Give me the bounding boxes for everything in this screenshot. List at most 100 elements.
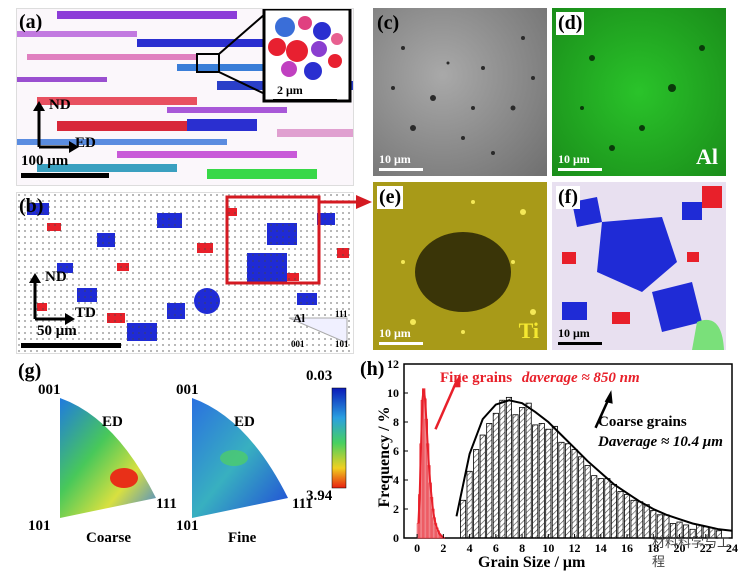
coarse-bar xyxy=(545,428,552,539)
ipf-right-111: 111 xyxy=(292,496,313,512)
sem-image xyxy=(391,36,535,155)
panel-a-scalebar xyxy=(21,173,109,178)
coarse-bar xyxy=(624,494,631,539)
panel-a-label: (a) xyxy=(19,11,43,33)
coarse-bar xyxy=(538,423,545,539)
panel-f-scale: 10 μm xyxy=(558,326,590,340)
ipf-right-ed: ED xyxy=(234,414,255,430)
colorbar-max: 0.03 xyxy=(306,368,333,384)
panel-e-scalebar xyxy=(379,342,423,345)
ipf-right-title: Fine xyxy=(228,530,257,546)
ipf-left-title: Coarse xyxy=(86,530,131,546)
panel-g-label: (g) xyxy=(18,360,42,382)
annotation-fine: Fine grains daverage ≈ 850 nm xyxy=(440,370,640,387)
coarse-bar xyxy=(558,441,565,539)
x-tick-label: 24 xyxy=(726,541,738,555)
coarse-bar xyxy=(492,412,499,539)
panel-a-axis-icon xyxy=(33,101,79,153)
x-tick-label: 14 xyxy=(595,541,607,555)
ipf-right-001: 001 xyxy=(176,382,199,398)
x-tick-label: 20 xyxy=(674,541,686,555)
coarse-bar xyxy=(505,396,512,539)
panel-d-scale: 10 μm xyxy=(558,152,590,166)
panel-a-ed: ED xyxy=(75,135,96,151)
panel-b: (b) 50 μm ND TD Al 001 101 111 xyxy=(16,192,354,354)
x-tick-label: 2 xyxy=(440,541,446,555)
y-tick-label: 6 xyxy=(393,444,399,458)
ipf-left-001: 001 xyxy=(38,382,61,398)
y-tick-label: 4 xyxy=(393,473,399,487)
coarse-bar xyxy=(604,478,611,539)
panel-b-key-title: Al xyxy=(293,311,305,325)
panel-e-element: Ti xyxy=(518,318,539,343)
coarse-bar xyxy=(473,449,480,539)
panel-c: (c) 10 μm xyxy=(373,8,547,176)
coarse-bar xyxy=(617,491,624,539)
panel-b-td: TD xyxy=(75,305,96,321)
panel-d: (d) 10 μm Al xyxy=(552,8,726,176)
x-tick-label: 18 xyxy=(647,541,659,555)
y-tick-label: 2 xyxy=(393,502,399,516)
panel-a-inset-scalebar xyxy=(273,99,337,102)
x-tick-label: 10 xyxy=(542,541,554,555)
coarse-bar xyxy=(551,425,558,539)
ebsd-map-b xyxy=(17,193,353,353)
ti-map xyxy=(373,182,547,350)
coarse-bar xyxy=(637,501,644,539)
coarse-bar xyxy=(578,456,585,539)
panel-b-key-111: 111 xyxy=(335,309,348,319)
coarse-bar xyxy=(466,470,473,539)
fine-fit-line xyxy=(417,388,444,539)
coarse-bar xyxy=(499,399,506,539)
coarse-bar xyxy=(519,407,526,539)
panel-d-element: Al xyxy=(696,144,718,169)
panel-e: (e) 10 μm Ti xyxy=(373,182,547,350)
panel-f-label: (f) xyxy=(556,186,580,209)
coarse-bar xyxy=(597,478,604,539)
panel-h-label: (h) xyxy=(360,358,385,380)
x-tick-label: 22 xyxy=(700,541,712,555)
coarse-bar xyxy=(689,528,696,539)
x-tick-label: 4 xyxy=(467,541,473,555)
y-tick-label: 12 xyxy=(387,357,399,371)
coarse-bar xyxy=(669,523,676,539)
coarse-bar xyxy=(591,475,598,539)
coarse-bar xyxy=(683,524,690,539)
fine-arrow xyxy=(434,380,458,430)
x-axis-label: Grain Size / μm xyxy=(478,554,586,571)
coarse-fit-line xyxy=(455,399,733,532)
x-tick-label: 8 xyxy=(519,541,525,555)
panel-b-key-001: 001 xyxy=(291,339,305,349)
y-tick-label: 10 xyxy=(387,386,399,400)
x-tick-label: 6 xyxy=(493,541,499,555)
panel-b-key-101: 101 xyxy=(335,339,349,349)
coarse-bar xyxy=(564,443,572,539)
panel-b-to-e-arrow xyxy=(318,195,372,209)
coarse-bar xyxy=(486,423,493,539)
coarse-bar xyxy=(715,530,722,539)
ipf-right-101: 101 xyxy=(176,518,199,534)
coarse-bar xyxy=(584,465,591,539)
coarse-bar xyxy=(610,483,617,539)
coarse-bar xyxy=(460,499,467,539)
panel-f-scalebar xyxy=(558,342,602,345)
grain-map-f xyxy=(552,182,726,350)
panel-e-label: (e) xyxy=(377,186,404,209)
ipf-left-ed: ED xyxy=(102,414,123,430)
panel-a-inset-scale: 2 μm xyxy=(277,83,303,97)
ipf-left-111: 111 xyxy=(156,496,177,512)
panel-a-nd: ND xyxy=(49,97,71,113)
watermark: 材料科学与工程 xyxy=(652,535,731,569)
panel-h: (h) 0 2 4 6 8 10 12 14 16 18 20 22 24 0 2 4 6 8 10 12 Fine … xyxy=(360,356,742,577)
panel-d-scalebar xyxy=(558,168,602,171)
panel-d-label: (d) xyxy=(556,12,585,35)
panel-b-scale: 50 μm xyxy=(37,323,77,339)
coarse-bar xyxy=(643,504,650,539)
panel-a: (a) 2 μm 100 μm ND ED xyxy=(16,8,354,186)
al-map xyxy=(580,45,705,151)
panel-c-label: (c) xyxy=(377,12,400,34)
x-tick-label: 12 xyxy=(569,541,581,555)
panel-f: (f) 10 μm xyxy=(552,182,726,350)
panel-g: (g) 001 ED 101 111 Coarse 001 ED 101 xyxy=(16,358,356,568)
